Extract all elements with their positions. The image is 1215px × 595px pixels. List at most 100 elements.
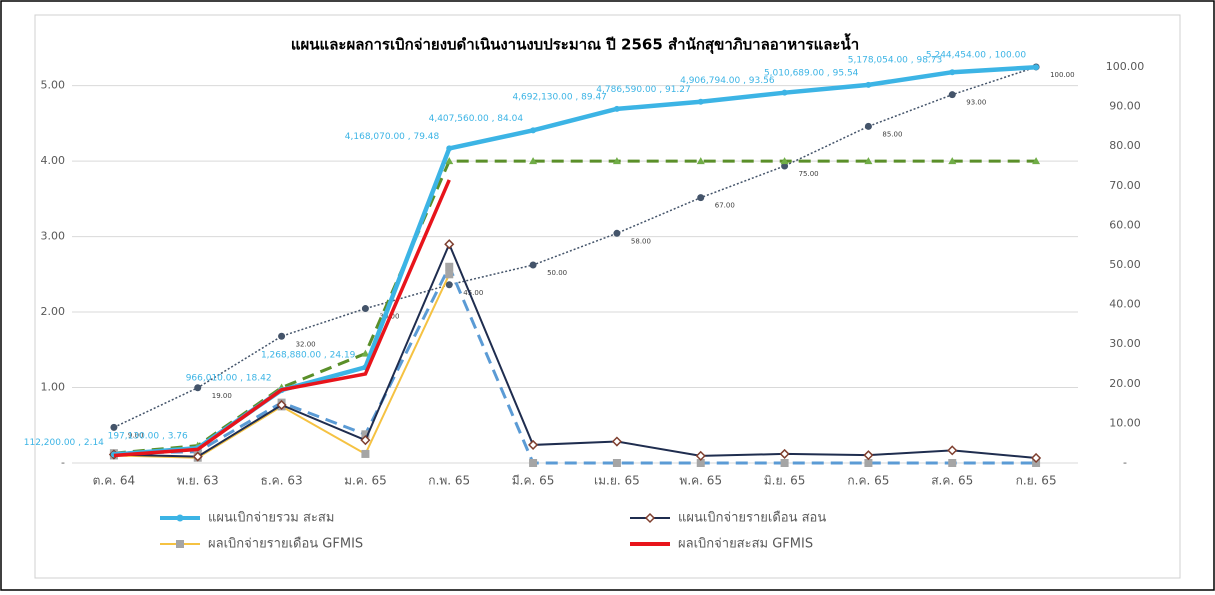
point xyxy=(444,239,455,250)
y2-tick-label: 20.00 xyxy=(1109,377,1141,390)
data-label: 4,906,794.00 , 93.56 xyxy=(680,76,775,86)
y2-tick-label: - xyxy=(1123,456,1127,469)
point xyxy=(948,459,957,467)
point xyxy=(865,81,872,88)
x-tick-label: ม.ค. 65 xyxy=(344,474,387,488)
point xyxy=(194,384,202,392)
y2-tick-label: 100.00 xyxy=(1106,60,1145,73)
point xyxy=(612,459,621,467)
data-label: 5,010,689.00 , 95.54 xyxy=(764,68,859,78)
legend-marker xyxy=(176,514,184,522)
point xyxy=(528,439,539,450)
y2-tick-label: 80.00 xyxy=(1109,139,1141,152)
point xyxy=(361,449,370,458)
y2-tick-label: 70.00 xyxy=(1109,179,1141,192)
data-label: 966,010.00 , 18.42 xyxy=(186,374,272,384)
point xyxy=(445,281,453,289)
y2-tick-label: 90.00 xyxy=(1109,100,1141,113)
point xyxy=(864,122,872,130)
point xyxy=(864,157,873,165)
point xyxy=(1033,64,1040,71)
point xyxy=(360,435,371,446)
data-label: 4,407,560.00 , 84.04 xyxy=(429,114,524,124)
chart-area xyxy=(34,14,1181,579)
point xyxy=(529,459,538,467)
chart-title: แผนและผลการเบิกจ่ายงบดำเนินงานงบประมาณ ป… xyxy=(291,33,859,55)
series-line xyxy=(113,66,1037,429)
point xyxy=(948,157,957,165)
legend-label: แผนเบิกจ่ายรายเดือน สอน xyxy=(678,510,826,526)
y2-tick-label: 30.00 xyxy=(1109,337,1141,350)
point xyxy=(361,430,370,439)
x-tick-label: มิ.ย. 65 xyxy=(764,474,806,488)
x-tick-label: ส.ค. 65 xyxy=(931,474,973,488)
series-line xyxy=(113,241,1037,459)
data-label: 58.00 xyxy=(631,237,651,245)
y2-tick-label: 10.00 xyxy=(1109,416,1141,429)
data-label: 32.00 xyxy=(296,340,316,348)
point xyxy=(530,127,537,134)
point xyxy=(949,69,956,76)
y2-tick-label: 40.00 xyxy=(1109,298,1141,311)
data-label: 45.00 xyxy=(463,289,483,297)
point xyxy=(780,459,789,467)
point xyxy=(1032,157,1041,165)
point xyxy=(445,262,454,271)
data-label: 4,786,590.00 , 91.27 xyxy=(596,85,690,95)
data-label: 67.00 xyxy=(715,202,735,210)
x-tick-label: เม.ย. 65 xyxy=(594,474,640,488)
x-tick-label: มี.ค. 65 xyxy=(512,474,555,488)
y-tick-label: 5.00 xyxy=(41,79,66,92)
series-line xyxy=(113,159,1037,455)
data-label: 4,168,070.00 , 79.48 xyxy=(345,132,440,142)
point xyxy=(446,145,453,152)
point xyxy=(863,450,874,461)
legend-label: แผนเบิกจ่ายรวม สะสม xyxy=(208,511,334,526)
point xyxy=(781,89,788,96)
data-label: 93.00 xyxy=(966,99,986,107)
x-tick-label: ก.พ. 65 xyxy=(428,474,470,488)
data-label: 100.00 xyxy=(1050,71,1075,79)
legend-marker xyxy=(644,512,656,524)
point xyxy=(779,448,790,459)
point xyxy=(192,451,203,462)
point xyxy=(864,459,873,467)
y-tick-label: 2.00 xyxy=(41,305,66,318)
point xyxy=(361,349,370,357)
data-label: 5,178,054.00 , 98.73 xyxy=(848,56,942,66)
y2-tick-label: 50.00 xyxy=(1109,258,1141,271)
point xyxy=(276,399,287,411)
point xyxy=(697,194,705,202)
data-label: 9.00 xyxy=(128,431,144,439)
point xyxy=(696,459,705,467)
x-tick-label: ก.ย. 65 xyxy=(1016,474,1057,488)
point xyxy=(948,91,956,99)
x-tick-label: ก.ค. 65 xyxy=(847,474,889,488)
point xyxy=(612,157,621,165)
data-label: 112,200.00 , 2.14 xyxy=(24,438,104,448)
data-label: 4,692,130.00 , 89.47 xyxy=(512,92,606,102)
point xyxy=(361,305,369,313)
y-tick-label: 3.00 xyxy=(41,230,66,243)
data-label: 19.00 xyxy=(212,392,232,400)
point xyxy=(278,332,286,340)
point xyxy=(780,157,789,165)
data-label: 5,244,454.00 , 100.00 xyxy=(926,51,1026,61)
data-label: 50.00 xyxy=(547,269,567,277)
legend-label: ผลเบิกจ่ายสะสม GFMIS xyxy=(678,537,813,552)
point xyxy=(445,157,454,165)
point xyxy=(529,261,537,269)
point xyxy=(110,423,118,431)
point xyxy=(445,270,454,279)
point xyxy=(613,105,620,112)
x-tick-label: ธ.ค. 63 xyxy=(261,474,303,488)
y-tick-label: 4.00 xyxy=(41,154,66,167)
point xyxy=(781,162,789,170)
data-label: 1,268,880.00 , 24.19 xyxy=(261,351,356,361)
point xyxy=(695,450,706,461)
point xyxy=(611,436,622,447)
point xyxy=(697,98,704,105)
y2-tick-label: 60.00 xyxy=(1109,218,1141,231)
legend-label: ผลเบิกจ่ายรายเดือน GFMIS xyxy=(208,536,363,552)
